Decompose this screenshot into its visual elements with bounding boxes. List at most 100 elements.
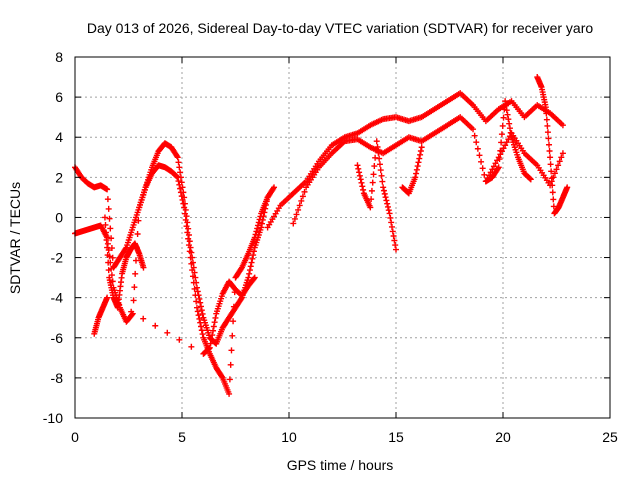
data-point [247,263,254,270]
data-point [527,176,534,183]
data-point [550,203,557,210]
data-point [230,303,237,310]
data-point [104,240,111,247]
data-point [229,332,236,339]
data-point [175,178,182,185]
data-point [189,267,196,274]
x-tick-label: 20 [495,429,511,445]
data-point [140,264,147,271]
y-tick-label: 8 [55,49,63,65]
data-point [301,188,308,195]
data-point [181,204,188,211]
axis-ticks: 0 5 10 15 20 25 -10 -8 -6 -4 -2 0 2 4 6 8 [43,49,618,445]
data-point [104,252,111,259]
data-point [368,187,375,194]
data-point [194,288,201,295]
data-point [230,318,237,325]
y-tick-label: 0 [55,209,63,225]
data-point [152,322,159,329]
data-point [548,175,555,182]
data-point [500,114,507,121]
data-point [175,159,182,166]
y-tick-label: -10 [43,410,63,426]
data-point [250,252,257,259]
data-point [251,234,258,241]
data-point [102,221,109,228]
data-point [186,248,193,255]
data-point [414,163,421,170]
data-point [382,194,389,201]
data-point [252,231,259,238]
data-point [192,292,199,299]
data-point [379,178,386,185]
data-point [356,169,363,176]
data-point [296,202,303,209]
data-point [198,307,205,314]
data-point [376,161,383,168]
data-point [255,219,262,226]
data-point [492,160,499,167]
data-point [207,340,214,347]
data-point [502,102,509,109]
data-point [471,132,478,139]
data-point [105,267,112,274]
data-point [380,184,387,191]
data-point [128,308,135,315]
data-point [218,373,225,380]
data-point [543,110,550,117]
data-point [103,229,110,236]
data-point [380,187,387,194]
y-axis-label: SDTVAR / TECUs [7,182,23,294]
data-point [502,142,509,149]
data-point [196,315,203,322]
data-point [368,196,375,203]
data-point [374,143,381,150]
data-point [190,279,197,286]
y-tick-label: 2 [55,169,63,185]
data-point [195,312,202,319]
data-point [109,254,116,261]
data-point [178,193,185,200]
data-point [355,165,362,172]
data-point [210,323,217,330]
data-point [371,163,378,170]
data-point [478,158,485,165]
data-point [546,141,553,148]
x-axis-label: GPS time / hours [287,457,394,473]
data-point [246,267,253,274]
data-point [377,167,384,174]
data-point [393,246,399,253]
data-point [418,144,425,151]
data-point [506,125,513,132]
data-point [188,260,195,267]
data-point [196,295,203,302]
data-point [211,319,218,326]
data-point [415,159,422,166]
data-point [299,193,306,200]
data-point [227,361,234,368]
data-point [177,169,184,176]
data-point [226,390,233,397]
data-point [360,186,367,193]
data-point [189,273,196,280]
data-point [104,196,111,203]
data-point [131,284,138,291]
data-point [193,298,200,305]
data-point [553,166,560,173]
data-point [128,311,135,318]
data-point [291,215,298,222]
data-point [542,104,549,111]
data-point [254,222,261,229]
data-point [105,259,112,266]
data-point [555,162,562,169]
data-point [206,345,213,352]
data-point [545,135,552,142]
data-point [245,274,252,281]
data-point [210,327,217,334]
data-point [500,145,507,152]
data-point [387,214,394,221]
data-point [290,220,297,227]
data-point [495,164,502,171]
data-point [140,315,147,322]
